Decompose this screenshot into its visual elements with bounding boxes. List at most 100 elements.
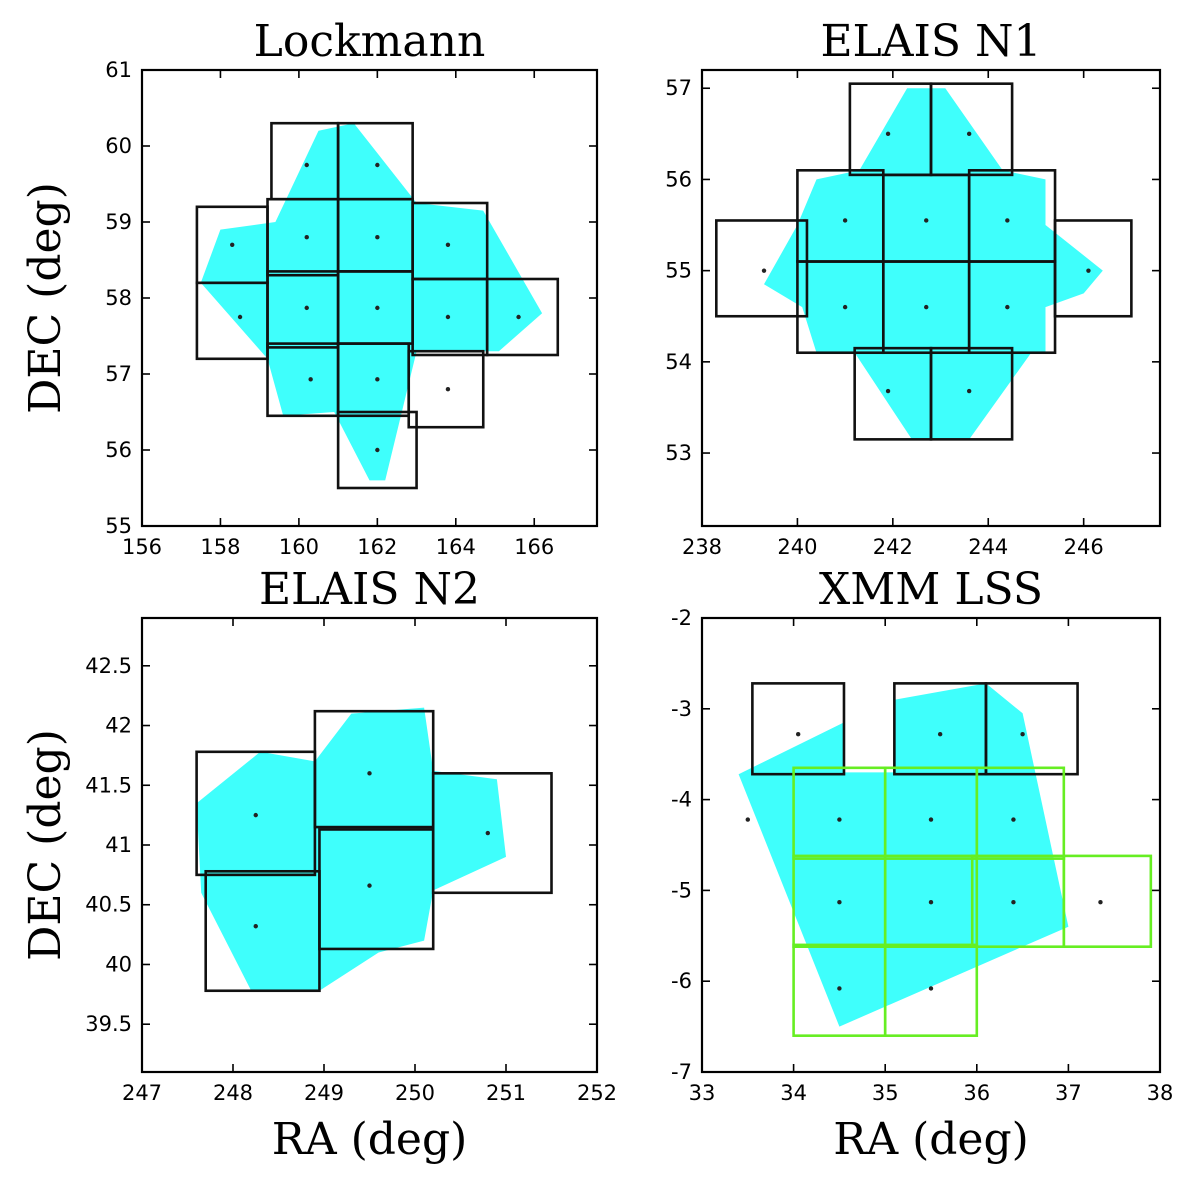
pointing-center <box>304 305 309 311</box>
y-tick-label: 56 <box>105 438 132 462</box>
y-tick-label: 42 <box>105 714 132 738</box>
panel-0: 156 158 160 162 164 166 55 56 57 58 59 60 61 Lockmann… <box>20 16 599 559</box>
pointing-box <box>407 349 485 429</box>
panel-title: ELAIS N1 <box>820 16 1041 67</box>
pointing-center <box>842 304 848 310</box>
pointing-center <box>1005 304 1010 310</box>
pointing-box <box>715 219 809 318</box>
pointing-center <box>375 162 380 168</box>
x-axis-label: RA (deg) <box>833 1114 1029 1165</box>
pointing-center <box>253 812 258 818</box>
plot-area <box>195 121 560 490</box>
pointing-center <box>885 131 891 137</box>
x-axis-label: RA (deg) <box>272 1114 468 1165</box>
x-tick-label: 252 <box>577 1081 617 1105</box>
pointing-center <box>837 986 842 991</box>
pointing-center <box>837 817 842 822</box>
x-tick-label: 238 <box>682 535 722 559</box>
pointing-box <box>883 943 979 1037</box>
x-tick-label: 156 <box>122 535 162 559</box>
y-tick-label: 58 <box>105 286 132 310</box>
panel-3: 33 34 35 36 37 38 -7 -6 -5 -4 -3 -2 XMM LSS RA (deg) <box>671 564 1173 1165</box>
x-tick-label: 34 <box>780 1081 807 1105</box>
pointing-center <box>928 900 934 905</box>
pointing-center <box>745 817 750 822</box>
pointing-center <box>842 218 848 223</box>
pointing-box <box>1062 854 1153 948</box>
axes-frame <box>700 616 1162 1074</box>
coverage-area <box>764 88 1103 440</box>
x-tick-label: 158 <box>200 535 240 559</box>
pointing-center <box>966 131 972 137</box>
plot-area <box>195 707 553 993</box>
pointing-center <box>375 377 380 382</box>
x-tick-label: 242 <box>873 535 913 559</box>
x-tick-label: 250 <box>395 1081 435 1105</box>
y-tick-label: 60 <box>105 134 132 158</box>
pointing-center <box>795 732 801 737</box>
y-tick-label: 39.5 <box>85 1012 132 1036</box>
x-tick-label: 36 <box>963 1081 990 1105</box>
pointing-center <box>1011 817 1016 822</box>
pointing-center <box>885 388 891 394</box>
pointing-center <box>966 388 972 394</box>
x-tick-label: 160 <box>279 535 319 559</box>
y-tick-label: 41.5 <box>85 773 132 797</box>
y-tick-label: 57 <box>665 76 692 100</box>
y-tick-label: 61 <box>105 58 132 82</box>
pointing-box <box>929 82 1014 177</box>
pointing-box <box>929 346 1014 441</box>
x-tick-label: 35 <box>872 1081 899 1105</box>
pointing-center <box>445 387 451 392</box>
y-tick-label: -2 <box>671 606 692 630</box>
pointing-center <box>937 732 943 737</box>
panel-1: 238 240 242 244 246 53 54 55 56 57 ELAIS N1 <box>665 16 1162 559</box>
x-tick-label: 244 <box>968 535 1008 559</box>
y-tick-label: 42.5 <box>85 654 132 678</box>
x-tick-label: 162 <box>357 535 397 559</box>
x-tick-label: 251 <box>486 1081 526 1105</box>
x-tick-label: 249 <box>304 1081 344 1105</box>
pointing-center <box>928 817 934 822</box>
y-tick-label: 40 <box>105 952 132 976</box>
pointing-center <box>928 986 934 991</box>
pointing-box <box>313 709 435 829</box>
y-tick-label: 54 <box>665 350 692 374</box>
plot-area <box>715 82 1133 441</box>
y-tick-label: 41 <box>105 833 132 857</box>
coverage-area <box>200 123 543 481</box>
x-tick-label: 247 <box>122 1081 162 1105</box>
pointing-center <box>445 242 451 247</box>
pointing-center <box>375 305 380 311</box>
coverage-area <box>196 707 506 991</box>
pointing-center <box>367 883 372 888</box>
pointing-center <box>304 162 309 168</box>
x-tick-label: 240 <box>777 535 817 559</box>
pointing-center <box>375 447 380 453</box>
pointing-center <box>516 314 521 320</box>
pointing-center <box>1011 900 1016 905</box>
pointing-box <box>984 682 1079 776</box>
panel-title: XMM LSS <box>819 564 1043 615</box>
pointing-box <box>485 277 560 357</box>
pointing-center <box>1098 900 1103 905</box>
pointing-center <box>445 314 451 320</box>
x-tick-label: 33 <box>689 1081 716 1105</box>
y-tick-label: 59 <box>105 210 132 234</box>
y-tick-label: -4 <box>671 788 692 812</box>
pointing-box <box>318 828 435 951</box>
pointing-box <box>975 766 1066 860</box>
y-tick-label: 55 <box>105 514 132 538</box>
y-tick-label: -3 <box>671 697 692 721</box>
pointing-center <box>237 314 243 320</box>
panel-title: ELAIS N2 <box>259 564 480 615</box>
pointing-center <box>1086 268 1091 273</box>
pointing-center <box>761 268 767 273</box>
y-tick-label: 56 <box>665 167 692 191</box>
pointing-box <box>336 410 418 490</box>
y-axis-label: DEC (deg) <box>20 729 71 961</box>
y-tick-label: 53 <box>665 441 692 465</box>
x-tick-label: 38 <box>1147 1081 1174 1105</box>
pointing-center <box>253 924 258 929</box>
